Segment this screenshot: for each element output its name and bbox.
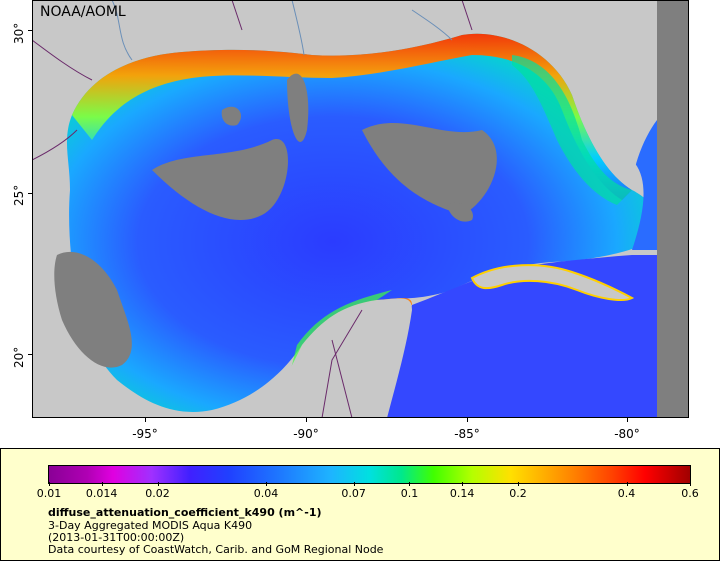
data-credit: Data courtesy of CoastWatch, Carib. and … xyxy=(48,543,384,556)
lat-tick-mark xyxy=(28,30,32,31)
lat-tick-mark xyxy=(28,354,32,355)
colorbar-tick-label: 0.14 xyxy=(449,487,475,500)
northern-coastal-band xyxy=(72,33,632,200)
chlorophyll-map xyxy=(32,0,689,418)
gulf-water xyxy=(66,33,659,412)
colorbar-tick-label: 0.1 xyxy=(400,487,419,500)
florida-land xyxy=(502,0,657,190)
colorbar-tick-label: 0.4 xyxy=(617,487,636,500)
colorbar-tick-label: 0.02 xyxy=(145,487,170,500)
colorbar-tick-mark xyxy=(462,482,464,486)
lon-tick-mark xyxy=(627,418,628,422)
colorbar-tick-mark xyxy=(49,482,50,486)
lat-tick-mark xyxy=(28,193,32,194)
cloud-mask xyxy=(54,0,689,418)
colorbar-tick-mark xyxy=(626,482,628,486)
dataset-description: 3-Day Aggregated MODIS Aqua K490 xyxy=(48,519,253,532)
atlantic-water xyxy=(592,120,657,250)
colorbar-tick-mark xyxy=(690,482,691,486)
lon-tick-mark xyxy=(467,418,468,422)
colorbar-tick-label: 0.04 xyxy=(253,487,279,500)
colorbar-tick-label: 0.07 xyxy=(341,487,366,500)
colorbar-tick-mark xyxy=(266,482,268,486)
lat-label-20: 20° xyxy=(12,346,26,368)
rivers xyxy=(111,0,453,61)
time-stamp: (2013-01-31T00:00:00Z) xyxy=(48,531,185,544)
lat-label-25: 25° xyxy=(12,184,26,206)
lon-tick-mark xyxy=(306,418,307,422)
map-area: NOAA/AOML xyxy=(32,0,689,418)
map-border xyxy=(32,0,689,418)
colorbar xyxy=(48,465,691,484)
lon-label-85: -85° xyxy=(454,427,480,441)
colorbar-tick-label: 0.6 xyxy=(681,487,699,500)
lon-label-95: -95° xyxy=(132,427,158,441)
colorbar-tick-mark xyxy=(353,482,355,486)
colorbar-tick-mark xyxy=(518,482,519,486)
colorbar-tick-label: 0.01 xyxy=(36,487,62,500)
lon-label-80: -80° xyxy=(614,427,640,441)
political-borders xyxy=(32,0,473,418)
credit-label: NOAA/AOML xyxy=(40,4,126,20)
variable-name: diffuse_attenuation_coefficient_k490 (m^… xyxy=(48,506,322,519)
lon-tick-mark xyxy=(145,418,146,422)
colorbar-tick-label: 0.014 xyxy=(85,487,118,500)
legend-panel: 0.01 0.014 0.02 0.04 0.07 0.1 0.14 0.2 0.4 0.6 di… xyxy=(0,448,720,561)
colorbar-tick-mark xyxy=(409,482,411,486)
lat-label-30: 30° xyxy=(12,22,26,44)
shelf-green xyxy=(287,290,392,385)
florida-shelf-band xyxy=(512,55,632,205)
colorbar-tick-mark xyxy=(101,482,103,486)
caribbean-water xyxy=(382,255,657,418)
colorbar-tick-mark xyxy=(157,482,159,486)
lon-label-90: -90° xyxy=(293,427,319,441)
colorbar-tick-label: 0.2 xyxy=(509,487,527,500)
cuba-land xyxy=(470,264,635,301)
